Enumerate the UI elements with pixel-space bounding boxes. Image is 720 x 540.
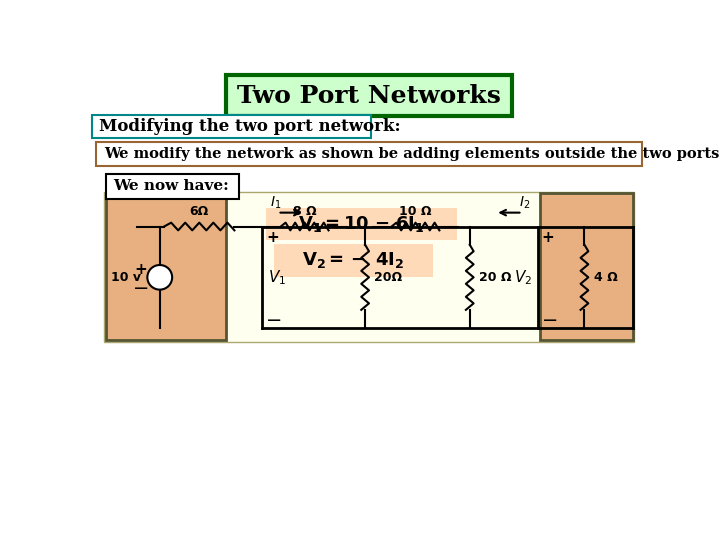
Text: $\mathbf{V_2 = -\ 4I_2}$: $\mathbf{V_2 = -\ 4I_2}$	[302, 251, 405, 271]
Text: 8 Ω: 8 Ω	[293, 205, 317, 218]
Text: We modify the network as shown be adding elements outside the two ports: We modify the network as shown be adding…	[104, 147, 719, 161]
FancyBboxPatch shape	[96, 142, 642, 166]
Text: Two Port Networks: Two Port Networks	[237, 84, 501, 107]
Text: $V_2$: $V_2$	[513, 268, 532, 287]
Text: 20 Ω: 20 Ω	[479, 271, 511, 284]
Text: We now have:: We now have:	[113, 179, 229, 193]
Text: 10 v: 10 v	[112, 271, 141, 284]
Bar	[106, 193, 225, 340]
Text: −: −	[266, 311, 282, 330]
Text: $\mathbf{V_1 = 10\ \mathbf{-}\ 6I_1}$: $\mathbf{V_1 = 10\ \mathbf{-}\ 6I_1}$	[298, 214, 425, 234]
Bar	[539, 193, 632, 340]
Text: +: +	[542, 230, 554, 245]
Bar	[104, 192, 634, 342]
Text: $I_1$: $I_1$	[270, 195, 281, 211]
Text: 6Ω: 6Ω	[189, 205, 209, 218]
Text: 10 Ω: 10 Ω	[400, 205, 432, 218]
FancyBboxPatch shape	[226, 75, 513, 117]
Text: +: +	[135, 262, 148, 277]
FancyBboxPatch shape	[274, 244, 433, 276]
Text: +: +	[266, 230, 279, 245]
Text: −: −	[542, 311, 558, 330]
FancyBboxPatch shape	[92, 115, 371, 138]
Text: Modifying the two port network:: Modifying the two port network:	[99, 118, 401, 135]
Text: 20Ω: 20Ω	[374, 271, 402, 284]
FancyBboxPatch shape	[106, 174, 239, 199]
Text: $I_2$: $I_2$	[519, 195, 530, 211]
FancyBboxPatch shape	[266, 208, 456, 240]
Text: −: −	[133, 279, 149, 298]
Circle shape	[148, 265, 172, 289]
Text: $V_1$: $V_1$	[269, 268, 287, 287]
Text: 4 Ω: 4 Ω	[594, 271, 618, 284]
